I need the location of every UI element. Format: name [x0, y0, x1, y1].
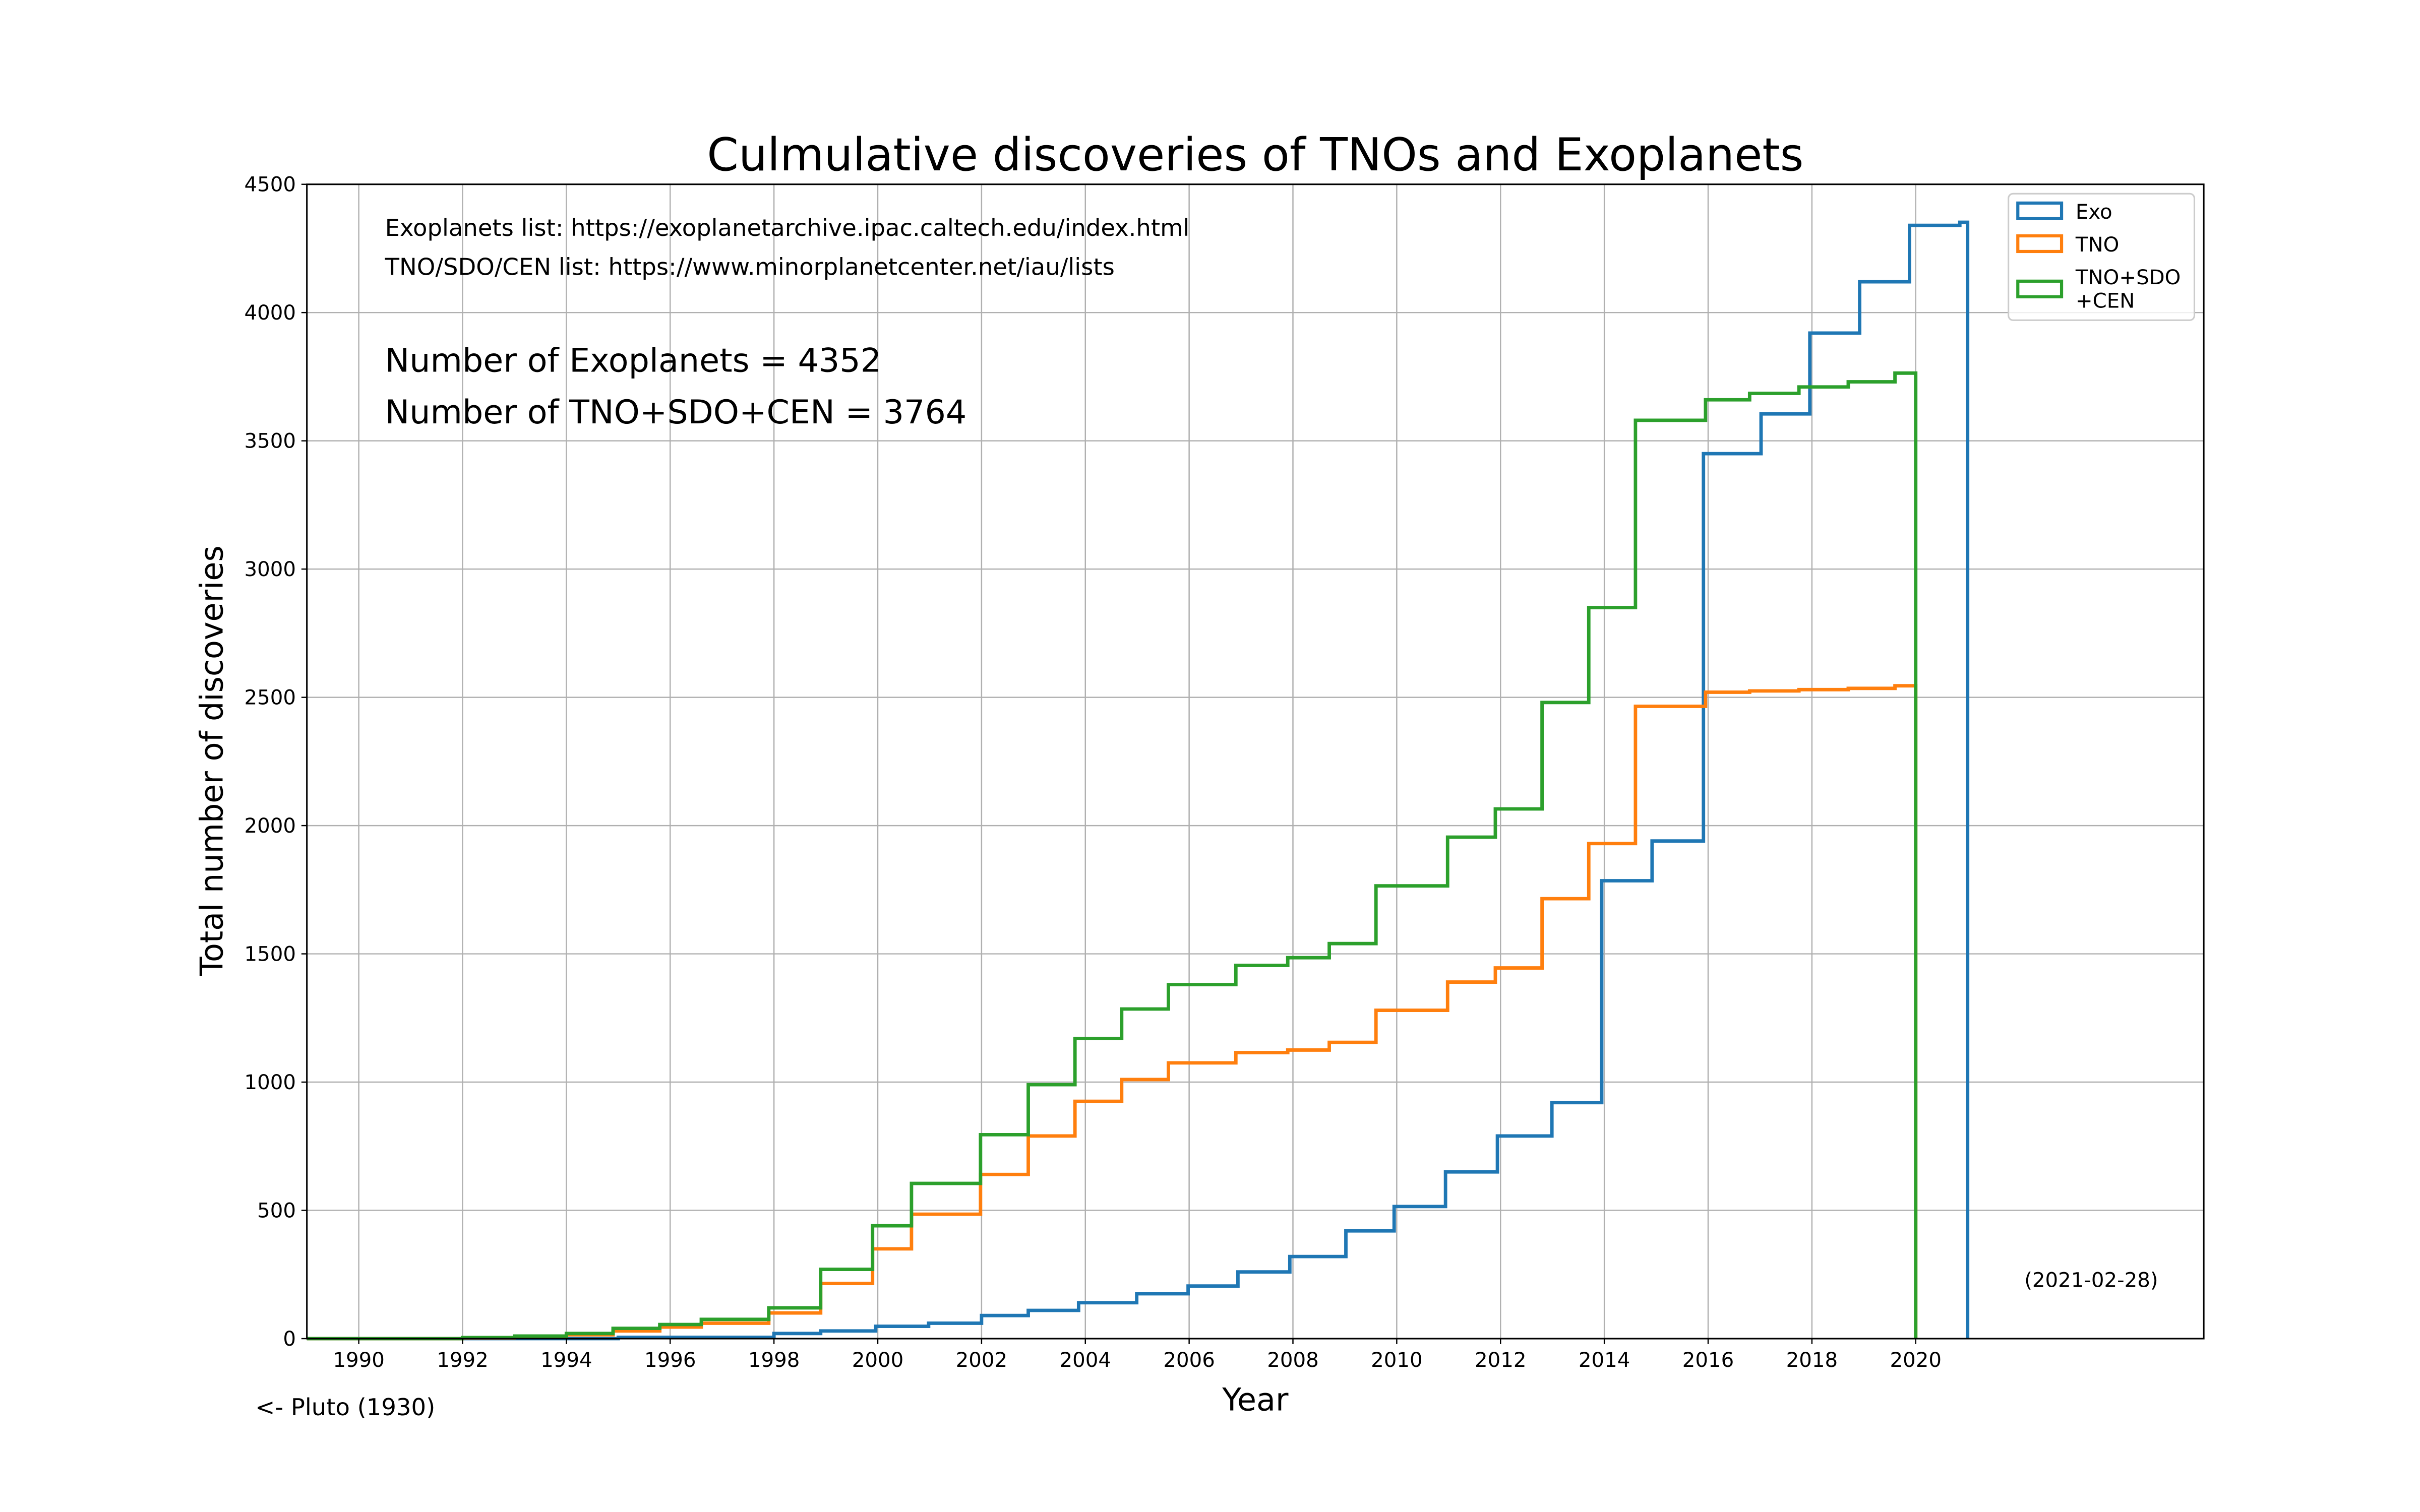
- y-tick-label: 0: [283, 1328, 296, 1351]
- ticks: 1990 1992 1994 1996 1998 2000 2002 2004 2006 2008…: [244, 173, 1942, 1372]
- x-tick-label: 2000: [852, 1349, 903, 1372]
- x-tick-label: 1994: [540, 1349, 592, 1372]
- legend-box: [2008, 193, 2196, 321]
- annotation-tno-count: Number of TNO+SDO+CEN = 3764: [385, 394, 967, 431]
- x-tick-label: 1998: [748, 1349, 800, 1372]
- x-tick-label: 2004: [1060, 1349, 1111, 1372]
- legend: Exo TNO TNO+SDO +CEN: [2008, 193, 2196, 321]
- series-line-exo: [307, 220, 1970, 1341]
- chart-title: Culmulative discoveries of TNOs and Exop…: [707, 129, 1803, 181]
- x-tick-label: 2014: [1579, 1349, 1630, 1372]
- y-tick-label: 3500: [244, 430, 295, 453]
- x-tick-label: 1996: [644, 1349, 696, 1372]
- x-tick-label: 1992: [437, 1349, 488, 1372]
- legend-swatch-tno: [2016, 234, 2064, 254]
- y-tick-label: 500: [257, 1199, 296, 1222]
- legend-label-tno-sdo-cen-1: TNO+SDO: [2075, 266, 2181, 289]
- y-tick-label: 1500: [244, 943, 295, 966]
- legend-swatch-tno-sdo-cen: [2016, 279, 2064, 298]
- annotation-date: (2021-02-28): [2024, 1269, 2158, 1292]
- x-tick-label: 2012: [1475, 1349, 1526, 1372]
- x-tick-label: 1990: [333, 1349, 384, 1372]
- legend-swatch-exo: [2016, 201, 2064, 220]
- annotation-tno-source: TNO/SDO/CEN list: https://www.minorplane…: [385, 253, 1115, 280]
- y-tick-label: 2000: [244, 814, 295, 838]
- annotation-exo-count: Number of Exoplanets = 4352: [385, 342, 881, 380]
- y-tick-label: 4500: [244, 173, 295, 197]
- y-tick-label: 1000: [244, 1071, 295, 1094]
- annotation-pluto: <- Pluto (1930): [255, 1394, 435, 1421]
- x-tick-label: 2002: [956, 1349, 1007, 1372]
- x-tick-label: 2016: [1682, 1349, 1734, 1372]
- annotation-exo-source: Exoplanets list: https://exoplanetarchiv…: [385, 214, 1190, 241]
- x-tick-label: 2018: [1786, 1349, 1838, 1372]
- legend-label-tno: TNO: [2075, 233, 2119, 257]
- x-tick-label: 2020: [1890, 1349, 1942, 1372]
- y-axis-label: Total number of discoveries: [193, 545, 230, 976]
- series-line-tno: [307, 684, 1918, 1341]
- y-tick-label: 4000: [244, 301, 295, 325]
- legend-label-exo: Exo: [2076, 201, 2112, 224]
- plot-frame: [306, 183, 2205, 1340]
- x-axis-label: Year: [1222, 1381, 1289, 1418]
- y-tick-label: 3000: [244, 558, 295, 581]
- x-tick-label: 2006: [1163, 1349, 1215, 1372]
- y-tick-label: 2500: [244, 686, 295, 710]
- grid: [307, 183, 2204, 1340]
- legend-label-tno-sdo-cen-2: +CEN: [2076, 290, 2135, 313]
- series-layer: [307, 220, 1970, 1341]
- series-line-tno-sdo-cen: [307, 371, 1918, 1341]
- x-tick-label: 2008: [1267, 1349, 1318, 1372]
- x-tick-label: 2010: [1371, 1349, 1422, 1372]
